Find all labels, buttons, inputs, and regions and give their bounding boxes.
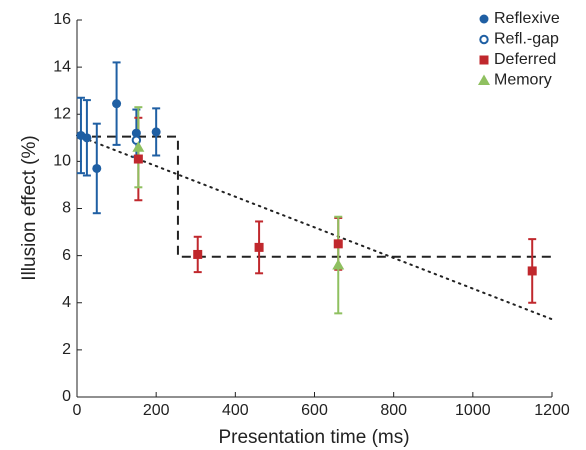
legend-marker <box>479 55 489 65</box>
legend-marker <box>479 34 489 45</box>
y-tick-label: 6 <box>62 247 71 264</box>
y-tick-label: 16 <box>53 11 71 28</box>
point <box>92 163 102 173</box>
y-tick-label: 4 <box>62 294 71 311</box>
legend-text: Refl.-gap <box>494 31 559 48</box>
legend-text: Reflexive <box>494 10 560 27</box>
x-tick-label: 200 <box>143 402 170 419</box>
point <box>132 141 145 152</box>
y-tick-label: 10 <box>53 153 71 170</box>
y-tick-label: 2 <box>62 341 71 358</box>
y-axis-title: Illusion effect (%) <box>19 135 40 280</box>
x-tick-label: 0 <box>73 402 82 419</box>
point <box>112 99 122 109</box>
x-tick-label: 800 <box>380 402 407 419</box>
point <box>151 127 161 137</box>
point <box>332 259 345 270</box>
legend-marker <box>479 14 489 24</box>
y-tick-label: 0 <box>62 388 71 405</box>
legend-text: Deferred <box>494 51 556 68</box>
x-tick-label: 1000 <box>455 402 491 419</box>
x-axis-title: Presentation time (ms) <box>218 427 409 448</box>
y-tick-label: 14 <box>53 58 71 75</box>
point <box>527 266 537 276</box>
point <box>193 249 203 259</box>
x-tick-label: 400 <box>222 402 249 419</box>
point <box>254 242 264 252</box>
point <box>82 133 92 143</box>
point <box>333 239 343 249</box>
fit-line <box>76 134 553 321</box>
point <box>131 128 141 138</box>
legend-text: Memory <box>494 72 552 89</box>
x-tick-label: 600 <box>301 402 328 419</box>
y-tick-label: 12 <box>53 105 71 122</box>
y-tick-label: 8 <box>62 200 71 217</box>
point <box>133 154 143 164</box>
legend-marker <box>478 74 490 85</box>
x-tick-label: 1200 <box>534 402 570 419</box>
fit-line <box>77 135 552 258</box>
